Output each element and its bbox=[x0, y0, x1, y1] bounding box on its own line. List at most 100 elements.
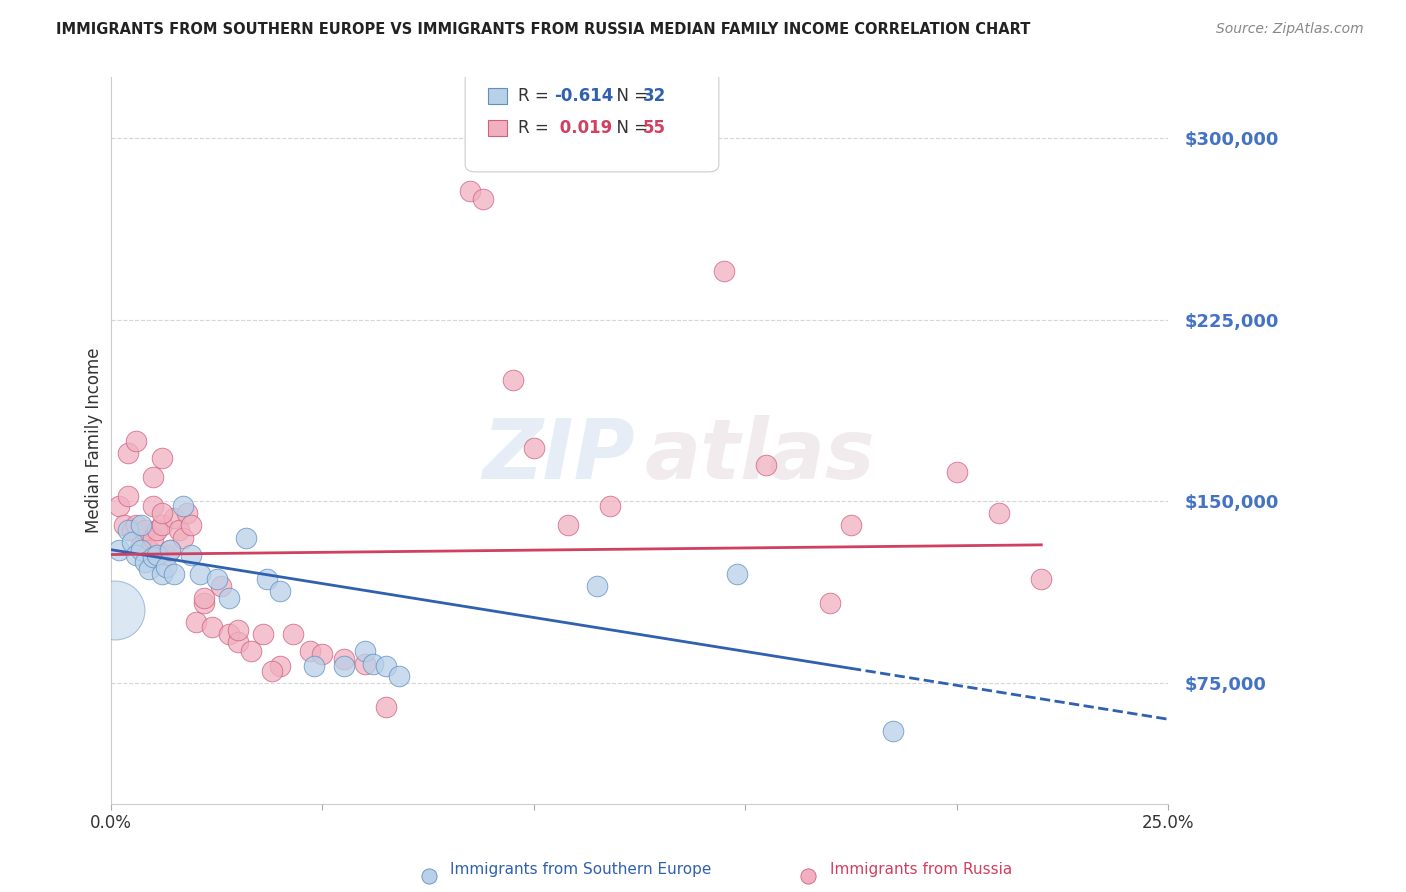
Point bbox=[172, 531, 194, 545]
Point bbox=[557, 518, 579, 533]
Point bbox=[755, 458, 778, 472]
Point bbox=[108, 499, 131, 513]
Text: R =: R = bbox=[517, 87, 554, 104]
Text: -0.614: -0.614 bbox=[554, 87, 613, 104]
Point bbox=[269, 583, 291, 598]
Point bbox=[226, 623, 249, 637]
Point bbox=[134, 524, 156, 538]
Point bbox=[725, 566, 748, 581]
Text: N =: N = bbox=[606, 119, 654, 136]
Point bbox=[281, 627, 304, 641]
Point bbox=[586, 579, 609, 593]
Y-axis label: Median Family Income: Median Family Income bbox=[86, 348, 103, 533]
Point bbox=[298, 644, 321, 658]
Point bbox=[142, 549, 165, 564]
Point bbox=[374, 659, 396, 673]
Point bbox=[163, 566, 186, 581]
Point bbox=[193, 591, 215, 606]
Point bbox=[332, 659, 354, 673]
Point bbox=[138, 542, 160, 557]
Point bbox=[117, 524, 139, 538]
Point bbox=[180, 548, 202, 562]
Point bbox=[112, 518, 135, 533]
Point bbox=[252, 627, 274, 641]
Point bbox=[311, 647, 333, 661]
Point bbox=[353, 657, 375, 671]
Point bbox=[180, 518, 202, 533]
Point bbox=[129, 538, 152, 552]
Point bbox=[460, 184, 482, 198]
Point bbox=[269, 659, 291, 673]
Point bbox=[353, 644, 375, 658]
Point bbox=[599, 499, 621, 513]
Text: R =: R = bbox=[517, 119, 554, 136]
Text: ZIP: ZIP bbox=[482, 415, 634, 496]
Point bbox=[117, 490, 139, 504]
Point bbox=[988, 507, 1011, 521]
Point bbox=[125, 434, 148, 448]
Point bbox=[159, 542, 181, 557]
Point bbox=[239, 644, 262, 658]
Point bbox=[146, 524, 169, 538]
Point bbox=[374, 700, 396, 714]
Point bbox=[472, 192, 495, 206]
Point bbox=[209, 579, 232, 593]
Point bbox=[218, 627, 240, 641]
Text: 55: 55 bbox=[643, 119, 666, 136]
Point bbox=[150, 450, 173, 465]
Point bbox=[129, 542, 152, 557]
Point bbox=[502, 373, 524, 387]
Point bbox=[125, 518, 148, 533]
Point bbox=[163, 511, 186, 525]
Point bbox=[138, 562, 160, 576]
Text: atlas: atlas bbox=[645, 415, 876, 496]
Text: 32: 32 bbox=[643, 87, 666, 104]
Point bbox=[184, 615, 207, 630]
Text: Source: ZipAtlas.com: Source: ZipAtlas.com bbox=[1216, 22, 1364, 37]
Point bbox=[142, 470, 165, 484]
Text: Immigrants from Russia: Immigrants from Russia bbox=[830, 863, 1012, 877]
Point bbox=[302, 659, 325, 673]
Point bbox=[117, 446, 139, 460]
Point bbox=[142, 499, 165, 513]
FancyBboxPatch shape bbox=[488, 87, 508, 103]
FancyBboxPatch shape bbox=[465, 63, 718, 172]
Point bbox=[159, 542, 181, 557]
Point bbox=[235, 531, 257, 545]
Point bbox=[1389, 857, 1406, 871]
Point bbox=[150, 507, 173, 521]
Point bbox=[150, 518, 173, 533]
Point bbox=[226, 634, 249, 648]
Point bbox=[125, 548, 148, 562]
Point bbox=[332, 651, 354, 665]
Point bbox=[201, 620, 224, 634]
Point bbox=[523, 441, 546, 455]
Point bbox=[121, 524, 143, 538]
Point bbox=[155, 548, 177, 562]
Text: N =: N = bbox=[606, 87, 654, 104]
Point bbox=[104, 603, 127, 617]
Point bbox=[167, 524, 190, 538]
Point bbox=[387, 668, 409, 682]
Point bbox=[1031, 572, 1053, 586]
Point bbox=[818, 596, 841, 610]
Point bbox=[188, 566, 211, 581]
Point bbox=[256, 572, 278, 586]
Point bbox=[176, 507, 198, 521]
Point bbox=[121, 535, 143, 549]
Point bbox=[134, 555, 156, 569]
Point bbox=[205, 572, 228, 586]
Point bbox=[193, 596, 215, 610]
Point bbox=[361, 657, 384, 671]
Point bbox=[142, 531, 165, 545]
Point bbox=[839, 518, 862, 533]
Point bbox=[155, 559, 177, 574]
Point bbox=[882, 724, 904, 739]
Point bbox=[218, 591, 240, 606]
Point bbox=[129, 518, 152, 533]
Point bbox=[150, 566, 173, 581]
Text: IMMIGRANTS FROM SOUTHERN EUROPE VS IMMIGRANTS FROM RUSSIA MEDIAN FAMILY INCOME C: IMMIGRANTS FROM SOUTHERN EUROPE VS IMMIG… bbox=[56, 22, 1031, 37]
Text: Immigrants from Southern Europe: Immigrants from Southern Europe bbox=[450, 863, 711, 877]
Text: 0.019: 0.019 bbox=[554, 119, 612, 136]
Point bbox=[146, 548, 169, 562]
